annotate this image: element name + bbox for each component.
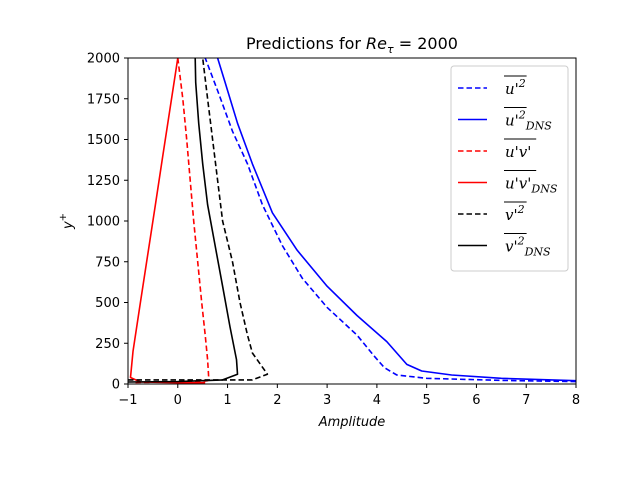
y-tick-label: 1750	[87, 92, 120, 107]
legend-sup: 2	[518, 77, 526, 90]
y-axis-label: y+	[58, 213, 76, 230]
y-tick-label: 250	[95, 337, 120, 352]
x-tick-label: 8	[572, 393, 580, 408]
series-line-1	[216, 58, 576, 382]
legend-sup: 2	[517, 235, 525, 248]
y-tick-label: 1500	[87, 133, 120, 148]
x-tick-label: 5	[423, 393, 431, 408]
y-axis-label-sup: +	[58, 213, 69, 221]
series-line-5	[128, 58, 239, 383]
legend-label-1: u'2DNS	[505, 109, 552, 133]
title-suffix: = 2000	[394, 34, 458, 53]
legend-base: v'	[505, 206, 518, 224]
legend-sub: DNS	[524, 246, 551, 259]
x-tick-label: 1	[223, 393, 231, 408]
axes: −1 0 1 2 3 4 5 6 7 802505007501000125015001750200…	[58, 52, 580, 431]
x-axis-label: Amplitude	[318, 415, 386, 430]
legend-box	[450, 65, 569, 272]
x-tick-label: 6	[472, 393, 480, 408]
plot-area	[128, 58, 576, 384]
legend-label-5: v'2DNS	[505, 235, 551, 259]
title: Predictions for Reτ = 2000	[246, 34, 458, 56]
legend-sup: 2	[518, 109, 526, 122]
x-tick-label: −1	[118, 393, 137, 408]
legend-label-2: u'v'	[505, 143, 531, 161]
series-line-4	[128, 58, 269, 381]
y-tick-label: 500	[95, 296, 120, 311]
y-tick-label: 750	[95, 255, 120, 270]
y-tick-label: 2000	[87, 52, 120, 67]
x-tick-label: 0	[174, 393, 182, 408]
chart-title: Predictions for Reτ = 2000	[246, 34, 458, 56]
legend-base: u'	[505, 112, 519, 130]
legend-base: u'v'	[505, 175, 531, 193]
legend-label-3: u'v'DNS	[505, 175, 558, 196]
legend-label-4: v'2	[505, 203, 525, 224]
legend-sub: DNS	[530, 183, 557, 196]
legend-base: u'	[505, 80, 519, 98]
x-tick-label: 2	[273, 393, 281, 408]
title-prefix: Predictions for	[246, 34, 366, 53]
legend-base: v'	[505, 238, 518, 256]
x-tick-label: 7	[522, 393, 530, 408]
y-tick-label: 0	[112, 378, 120, 393]
y-tick-label: 1000	[87, 215, 120, 230]
series-line-0	[204, 58, 576, 383]
legend-sup: 2	[517, 203, 525, 216]
series-line-2	[135, 58, 210, 384]
legend-sub: DNS	[525, 120, 552, 133]
x-tick-label: 3	[323, 393, 331, 408]
legend-base: u'v'	[505, 143, 531, 161]
title-symbol: Re	[366, 34, 387, 53]
y-tick-label: 1250	[87, 174, 120, 189]
title-sub: τ	[387, 43, 394, 56]
legend-label-0: u'2	[505, 77, 526, 98]
series-group	[128, 58, 576, 384]
x-tick-label: 4	[373, 393, 381, 408]
